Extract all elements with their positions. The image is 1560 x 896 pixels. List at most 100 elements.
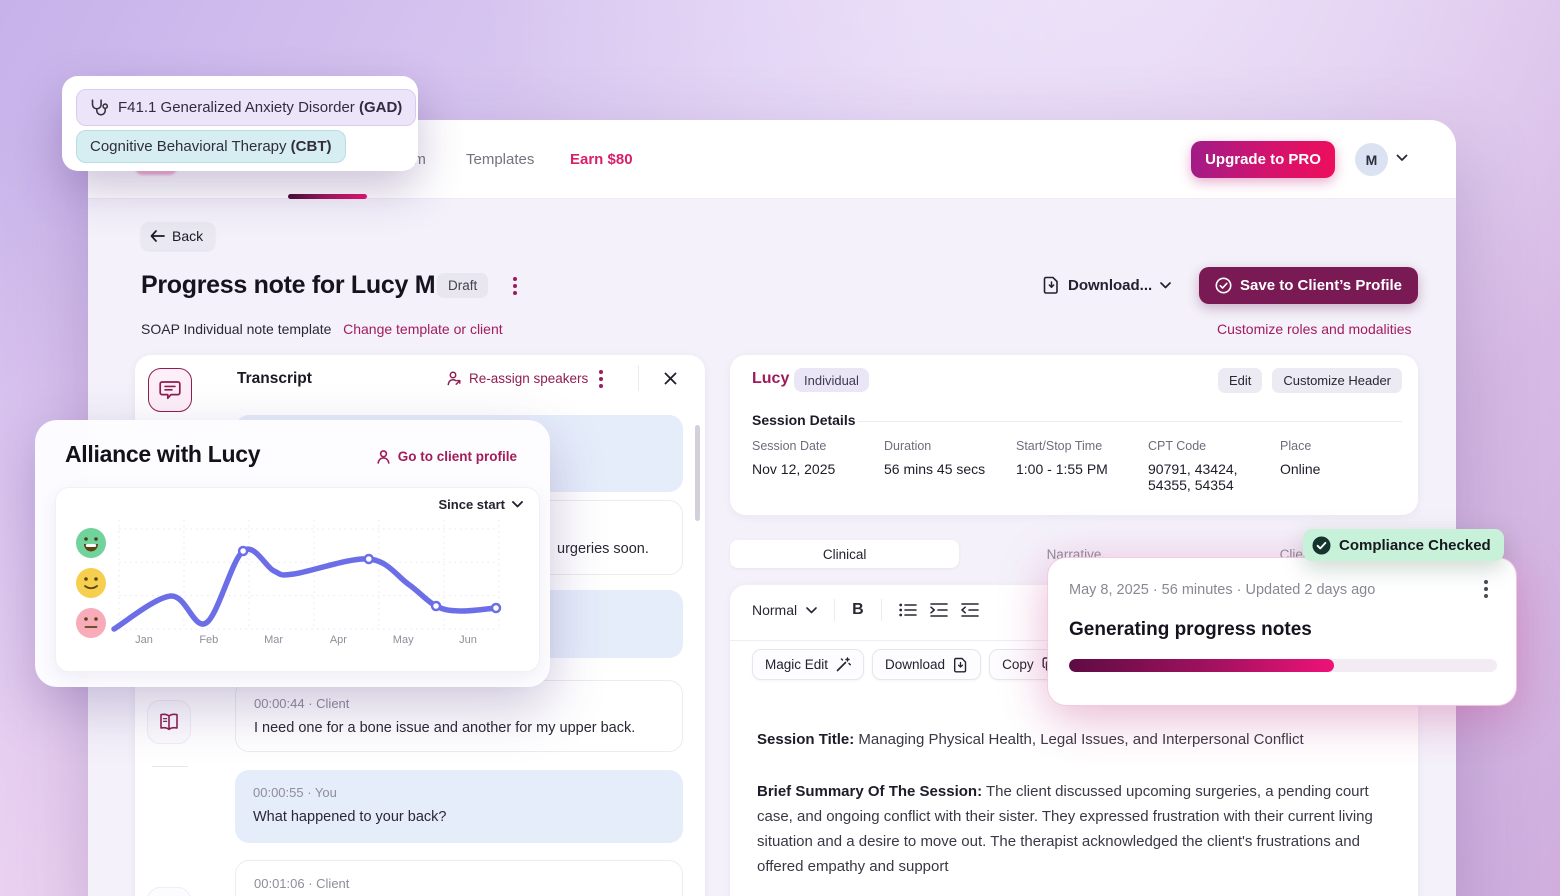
magic-edit-label: Magic Edit — [765, 657, 829, 672]
generating-title: Generating progress notes — [1069, 619, 1312, 640]
edit-button[interactable]: Edit — [1217, 368, 1263, 393]
bullet-list-icon[interactable] — [898, 603, 917, 617]
generating-progress-fill — [1069, 659, 1335, 672]
session-title-paragraph[interactable]: Session Title: Managing Physical Health,… — [757, 727, 1379, 752]
alliance-title: Alliance with Lucy — [65, 441, 261, 467]
download-label: Download... — [1068, 276, 1153, 294]
field-label: Session Date — [752, 439, 827, 453]
svg-text:Apr: Apr — [330, 634, 347, 646]
book-icon — [160, 713, 178, 730]
check-circle-icon — [1215, 277, 1232, 294]
generating-note-card: May 8, 2025 · 56 minutes · Updated 2 day… — [1048, 558, 1516, 705]
download-note-label: Download — [885, 657, 946, 672]
transcript-tab-icon-button[interactable] — [148, 368, 192, 412]
save-to-profile-button[interactable]: Save to Client’s Profile — [1199, 267, 1418, 304]
go-to-client-profile-link[interactable]: Go to client profile — [377, 449, 517, 464]
field-value: Online — [1280, 461, 1321, 477]
message-text: What happened to your back? — [253, 809, 447, 825]
reassign-speakers-button[interactable]: Re-assign speakers — [447, 371, 588, 386]
notes-tab-icon-button[interactable] — [147, 700, 191, 744]
file-download-icon — [1043, 276, 1058, 294]
download-note-button[interactable]: Download — [872, 649, 982, 680]
start-stop-field: Start/Stop Time 1:00 - 1:55 PM — [1016, 439, 1141, 477]
bold-button[interactable]: B — [852, 601, 864, 618]
chevron-down-icon — [1160, 281, 1172, 288]
paragraph-style-select[interactable]: Normal — [752, 602, 817, 618]
reassign-label: Re-assign speakers — [469, 371, 589, 386]
chevron-down-icon — [512, 501, 523, 508]
session-details-title: Session Details — [752, 412, 856, 428]
modality-chip[interactable]: Cognitive Behavioral Therapy (CBT) — [76, 130, 346, 163]
nav-item-earn[interactable]: Earn $80 — [570, 151, 633, 168]
diagnosis-label: F41.1 Generalized Anxiety Disorder (GAD) — [118, 99, 402, 116]
stethoscope-icon — [91, 99, 109, 116]
save-label: Save to Client’s Profile — [1240, 277, 1402, 294]
file-download-icon — [954, 657, 967, 672]
header-divider — [638, 365, 639, 391]
toolbar-divider — [834, 599, 836, 621]
magic-wand-icon — [836, 657, 852, 672]
person-icon — [377, 449, 390, 464]
transcript-message[interactable]: 00:00:44 · Client I need one for a bone … — [235, 680, 683, 752]
rail-divider — [152, 766, 188, 767]
transcript-scrollbar[interactable] — [695, 425, 700, 521]
magic-edit-button[interactable]: Magic Edit — [752, 649, 865, 680]
range-value: Since start — [438, 497, 505, 512]
tab-clinical[interactable]: Clinical — [730, 540, 960, 568]
paragraph-text: The client discussed upcoming surgeries,… — [757, 783, 1373, 875]
reassign-speaker-icon — [447, 371, 461, 386]
editor-actions: Magic Edit Download Copy — [752, 649, 1070, 680]
editor-toolbar: Normal B — [752, 599, 979, 621]
mood-neutral-icon — [76, 568, 106, 598]
arrow-left-icon — [150, 230, 165, 242]
compliance-badge: Compliance Checked — [1303, 529, 1504, 561]
note-card-kebab-icon[interactable] — [1484, 580, 1488, 598]
profile-link-label: Go to client profile — [397, 449, 517, 464]
field-value: 56 mins 45 secs — [884, 461, 986, 477]
message-meta: 00:00:44 · Client — [254, 696, 350, 711]
transcript-message[interactable]: 00:01:06 · Client — [235, 860, 683, 896]
outdent-icon[interactable] — [960, 603, 979, 617]
field-label: Duration — [884, 439, 932, 453]
client-type-badge: Individual — [794, 368, 869, 392]
transcript-menu-kebab-icon[interactable] — [599, 370, 603, 388]
page-title: Progress note for Lucy M — [141, 271, 436, 299]
diagnosis-text: F41.1 Generalized Anxiety Disorder — [118, 99, 359, 116]
download-dropdown[interactable]: Download... — [1043, 276, 1172, 294]
back-button[interactable]: Back — [141, 222, 216, 250]
svg-text:Jun: Jun — [459, 634, 477, 646]
nav-item-templates[interactable]: Templates — [466, 151, 535, 168]
rail-item-partial[interactable] — [147, 887, 191, 896]
field-value: 1:00 - 1:55 PM — [1016, 461, 1108, 477]
indent-icon[interactable] — [929, 603, 948, 617]
avatar[interactable]: M — [1355, 143, 1388, 176]
range-selector[interactable]: Since start — [439, 497, 523, 512]
compliance-label: Compliance Checked — [1339, 536, 1491, 554]
change-template-link[interactable]: Change template or client — [343, 321, 503, 337]
active-nav-indicator — [288, 194, 367, 199]
brief-summary-paragraph[interactable]: Brief Summary Of The Session: The client… — [757, 779, 1379, 879]
session-date-field: Session Date Nov 12, 2025 — [752, 439, 877, 477]
svg-text:May: May — [393, 634, 414, 646]
tab-narrative[interactable]: Narrative — [1046, 546, 1102, 562]
copy-label: Copy — [1002, 657, 1034, 672]
mood-flat-icon — [76, 608, 106, 638]
alliance-line-chart: Jan Feb Mar Apr May Jun — [76, 520, 502, 646]
customize-header-button[interactable]: Customize Header — [1272, 368, 1402, 393]
status-badge: Draft — [437, 273, 489, 298]
transcript-message[interactable]: 00:00:55 · You What happened to your bac… — [235, 770, 683, 843]
note-menu-kebab-icon[interactable] — [513, 277, 517, 295]
customize-roles-link[interactable]: Customize roles and modalities — [1217, 321, 1412, 337]
note-tabs: Clinical Narrative Client S — [730, 540, 1418, 568]
message-text: I need one for a bone issue and another … — [254, 720, 636, 736]
message-meta: 00:00:55 · You — [253, 785, 337, 800]
svg-text:Feb: Feb — [199, 634, 218, 646]
close-transcript-button[interactable] — [658, 366, 682, 390]
upgrade-to-pro-button[interactable]: Upgrade to PRO — [1191, 141, 1335, 178]
diagnosis-chip[interactable]: F41.1 Generalized Anxiety Disorder (GAD) — [76, 89, 417, 126]
field-label: Start/Stop Time — [1016, 439, 1103, 453]
chevron-down-icon[interactable] — [1396, 154, 1408, 162]
paragraph-label: Brief Summary Of The Session: — [757, 783, 983, 800]
client-name[interactable]: Lucy — [752, 370, 790, 387]
field-value: 90791, 43424, 54355, 54354 — [1148, 461, 1238, 493]
